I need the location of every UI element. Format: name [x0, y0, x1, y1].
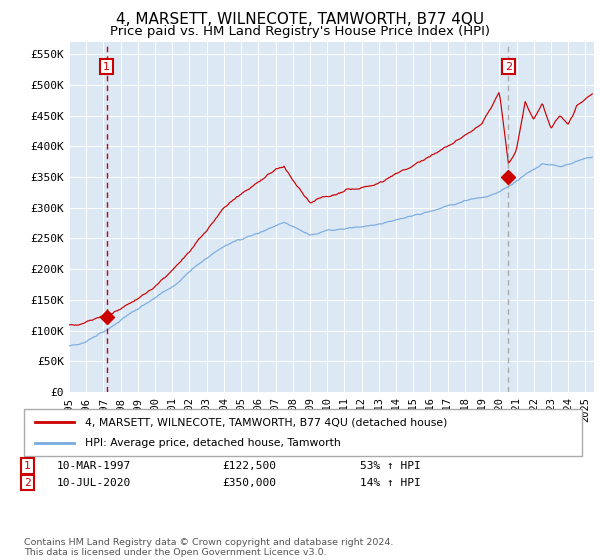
- FancyBboxPatch shape: [24, 409, 582, 456]
- Text: 14% ↑ HPI: 14% ↑ HPI: [360, 478, 421, 488]
- Text: 1: 1: [24, 461, 31, 471]
- Text: £350,000: £350,000: [222, 478, 276, 488]
- Text: HPI: Average price, detached house, Tamworth: HPI: Average price, detached house, Tamw…: [85, 438, 341, 448]
- Text: 2: 2: [505, 62, 512, 72]
- Text: Contains HM Land Registry data © Crown copyright and database right 2024.
This d: Contains HM Land Registry data © Crown c…: [24, 538, 394, 557]
- Text: 10-JUL-2020: 10-JUL-2020: [57, 478, 131, 488]
- Text: 53% ↑ HPI: 53% ↑ HPI: [360, 461, 421, 471]
- Text: 2: 2: [24, 478, 31, 488]
- Text: £122,500: £122,500: [222, 461, 276, 471]
- Text: 4, MARSETT, WILNECOTE, TAMWORTH, B77 4QU: 4, MARSETT, WILNECOTE, TAMWORTH, B77 4QU: [116, 12, 484, 27]
- Text: 1: 1: [103, 62, 110, 72]
- Text: 4, MARSETT, WILNECOTE, TAMWORTH, B77 4QU (detached house): 4, MARSETT, WILNECOTE, TAMWORTH, B77 4QU…: [85, 417, 448, 427]
- Text: 10-MAR-1997: 10-MAR-1997: [57, 461, 131, 471]
- Text: Price paid vs. HM Land Registry's House Price Index (HPI): Price paid vs. HM Land Registry's House …: [110, 25, 490, 38]
